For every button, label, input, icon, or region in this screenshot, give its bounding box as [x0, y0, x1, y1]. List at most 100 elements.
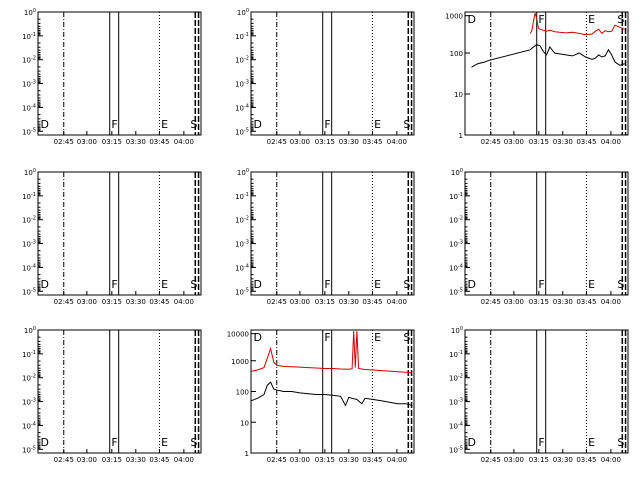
y-tick-exponent: -3	[31, 398, 36, 404]
y-tick-label: 10-3	[22, 398, 36, 407]
x-tick-label: 02:45	[481, 298, 501, 306]
panel-det-1: 100 10-1 10-2 10-3 10-4 10-5 02:45 03:00 03:15 03…	[22, 8, 202, 146]
panel-det-9: 100 10-1 10-2 10-3 10-4 10-5 02:45 03:00 03:15 03…	[449, 326, 629, 464]
x-tick-label: 04:00	[174, 138, 194, 146]
x-tick-label: 03:45	[149, 138, 169, 146]
marker-letter-S: S	[190, 278, 197, 291]
y-tick-exponent: -1	[31, 32, 36, 38]
y-tick-label: 10-4	[449, 421, 463, 430]
y-tick-exponent: -2	[458, 374, 463, 380]
marker-letter-S: S	[617, 436, 624, 449]
x-tick-label: 03:00	[77, 298, 97, 306]
y-tick-label: 10-1	[449, 192, 463, 201]
marker-letter-D: D	[467, 13, 475, 26]
y-tick-exponent: -2	[244, 216, 249, 222]
x-tick-label: 03:30	[339, 456, 359, 464]
y-tick-exponent: -1	[31, 192, 36, 198]
plot-frame	[464, 329, 629, 454]
marker-letter-D: D	[467, 436, 475, 449]
y-tick-label: 100	[24, 326, 36, 335]
y-tick-label: 100	[450, 50, 463, 58]
y-tick-label: 10-5	[449, 445, 463, 454]
x-tick-label: 03:30	[339, 298, 359, 306]
marker-letter-E: E	[374, 278, 381, 291]
x-tick-label: 03:30	[339, 138, 359, 146]
plot-frame	[250, 171, 415, 296]
y-tick-label: 10	[240, 419, 249, 427]
marker-letter-F: F	[324, 331, 330, 344]
x-tick-label: 02:45	[54, 138, 74, 146]
y-tick-label: 10-5	[22, 127, 36, 136]
y-tick-label: 10-5	[235, 127, 249, 136]
marker-letter-E: E	[161, 436, 168, 449]
y-tick-exponent: -3	[458, 398, 463, 404]
plot-frame	[464, 11, 629, 136]
y-tick-label: 1	[459, 132, 463, 140]
y-tick-label: 10-4	[235, 103, 249, 112]
y-tick-exponent: -4	[244, 263, 249, 269]
y-tick-exponent: -3	[244, 80, 249, 86]
x-tick-label: 03:00	[290, 138, 310, 146]
x-tick-label: 03:45	[576, 456, 596, 464]
x-tick-label: 02:45	[267, 138, 287, 146]
marker-letter-E: E	[588, 436, 595, 449]
y-tick-label: 10-2	[22, 216, 36, 225]
marker-letter-D: D	[40, 436, 48, 449]
plot-frame	[37, 11, 202, 136]
marker-letter-S: S	[403, 278, 410, 291]
x-tick-label: 03:30	[126, 298, 146, 306]
x-tick-label: 02:45	[267, 298, 287, 306]
x-tick-label: 03:15	[529, 298, 549, 306]
x-tick-label: 03:30	[126, 138, 146, 146]
y-tick-label: 10-2	[235, 216, 249, 225]
y-tick-label: 10-2	[235, 56, 249, 65]
series-line-1	[250, 381, 413, 407]
x-tick-label: 03:15	[529, 456, 549, 464]
y-tick-label: 10	[454, 91, 463, 99]
x-tick-label: 03:15	[315, 138, 335, 146]
y-tick-label: 10-2	[449, 216, 463, 225]
panel-det-8: 10000 1000 100 10 1 02:45 03:00 03:15 03:30 03:45…	[227, 329, 415, 464]
y-tick-label: 10-1	[22, 32, 36, 41]
y-tick-label: 1000	[231, 358, 249, 366]
marker-letter-S: S	[617, 278, 624, 291]
x-tick-label: 03:15	[102, 456, 122, 464]
x-tick-label: 03:45	[576, 138, 596, 146]
y-tick-label: 10-3	[449, 240, 463, 249]
x-tick-label: 03:00	[77, 138, 97, 146]
y-tick-exponent: -4	[31, 103, 36, 109]
y-tick-label: 10-1	[22, 350, 36, 359]
y-tick-exponent: -5	[31, 445, 36, 451]
x-tick-label: 02:45	[481, 456, 501, 464]
plot-frame	[250, 329, 415, 454]
y-tick-label: 100	[24, 8, 36, 17]
y-tick-label: 10000	[227, 331, 249, 339]
x-tick-label: 03:15	[529, 138, 549, 146]
y-tick-label: 10-2	[22, 374, 36, 383]
y-tick-exponent: -4	[31, 263, 36, 269]
marker-letter-D: D	[40, 118, 48, 131]
series-line-1	[471, 44, 625, 68]
y-tick-exponent: -5	[244, 127, 249, 133]
marker-letter-E: E	[161, 278, 168, 291]
x-tick-label: 04:00	[387, 456, 407, 464]
y-tick-exponent: 0	[33, 8, 36, 14]
x-tick-label: 03:00	[504, 298, 524, 306]
x-tick-label: 03:45	[576, 298, 596, 306]
y-tick-label: 10-5	[449, 287, 463, 296]
y-tick-exponent: 0	[460, 326, 463, 332]
marker-letter-E: E	[588, 13, 595, 26]
y-tick-label: 100	[237, 8, 249, 17]
y-tick-exponent: 0	[33, 168, 36, 174]
panel-det-4: 100 10-1 10-2 10-3 10-4 10-5 02:45 03:00 03:15 03…	[22, 168, 202, 306]
x-tick-label: 03:15	[315, 298, 335, 306]
y-tick-exponent: -3	[31, 80, 36, 86]
marker-letter-E: E	[161, 118, 168, 131]
marker-letter-E: E	[374, 118, 381, 131]
x-tick-label: 03:30	[553, 298, 573, 306]
y-tick-label: 10-1	[449, 350, 463, 359]
panel-det-7: 100 10-1 10-2 10-3 10-4 10-5 02:45 03:00 03:15 03…	[22, 326, 202, 464]
y-tick-exponent: -2	[31, 56, 36, 62]
plot-frame	[250, 11, 415, 136]
marker-letter-F: F	[538, 278, 544, 291]
